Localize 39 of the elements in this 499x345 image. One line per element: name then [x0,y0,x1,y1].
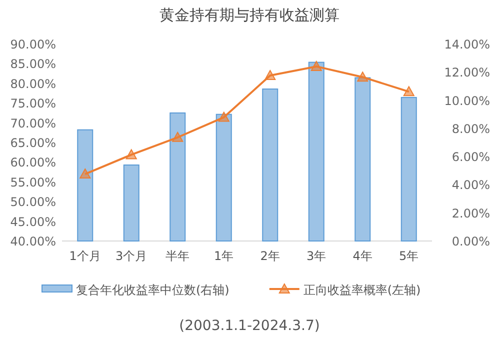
y2-tick-label: 4.00% [452,178,490,192]
y-tick-label: 80.00% [10,76,56,91]
y-tick-label: 75.00% [10,96,56,111]
chart-title: 黄金持有期与持有收益测算 [160,6,340,24]
y-tick-label: 65.00% [10,136,56,150]
y2-tick-label: 8.00% [452,122,490,136]
point [357,72,368,82]
x-tick-label: 半年 [166,249,190,263]
x-tick-label: 5年 [399,249,419,263]
x-tick-label: 3个月 [116,249,148,263]
point [126,149,137,160]
y2-tick-label: 12.00% [444,66,490,80]
point [218,112,230,122]
point [172,132,184,142]
x-tick-label: 1年 [214,249,234,263]
x-tick-label: 3年 [306,249,326,263]
legend-label: 正向收益率概率(左轴) [303,283,421,297]
x-tick-label: 2年 [260,249,280,263]
y-tick-label: 90.00% [10,38,56,52]
legend-label: 复合年化收益率中位数(右轴) [76,283,230,297]
y2-tick-label: 10.00% [444,94,490,108]
y2-tick-label: 14.00% [444,38,490,52]
y-tick-label: 45.00% [10,214,56,229]
y-tick-label: 60.00% [10,156,56,170]
y-tick-label: 40.00% [10,234,56,248]
y2-tick-label: 6.00% [452,150,490,164]
y-tick-label: 70.00% [10,116,56,130]
text: (2003.1.1-2024.3.7) [179,318,320,334]
point [80,168,91,179]
point [403,86,414,96]
y2-tick-label: 0.00% [452,234,490,248]
x-tick-label: 4年 [352,249,372,263]
y-tick-label: 85.00% [10,57,56,72]
y2-tick-label: 2.00% [452,206,490,220]
y-tick-label: 50.00% [10,195,56,210]
y-tick-label: 55.00% [10,175,56,190]
point [264,70,276,80]
point [310,60,322,71]
x-tick-label: 1个月 [69,249,101,263]
